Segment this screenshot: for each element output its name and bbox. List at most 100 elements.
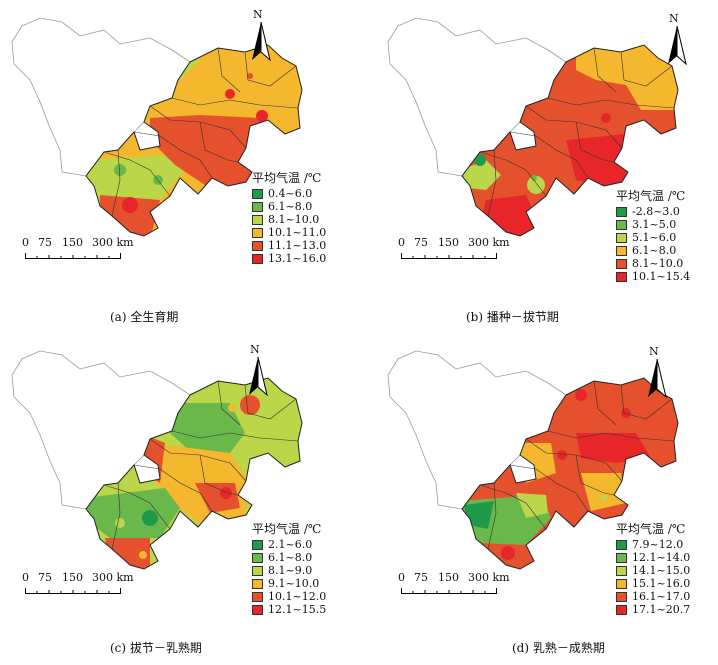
legend-label: 6.1~8.0 [632,243,677,257]
temperature-map-c [11,350,303,570]
legend-label: 11.1~13.0 [268,238,327,252]
legend-item: 11.1~13.0 [252,239,326,252]
legend-label: 9.1~10.0 [268,576,320,590]
panel-c: N 0 75 150 300 km 平均气温 /℃ 2.1~6.0 6.1~8.… [0,333,359,665]
legend-item: 14.1~15.0 [616,564,690,577]
scale-label-0: 0 [398,236,405,249]
legend-item: 6.1~8.0 [616,244,690,257]
legend-label: 16.1~17.0 [632,589,691,603]
legend-item: 17.1~20.7 [616,603,690,616]
temperature-map-d [387,350,679,570]
legend-item: -2.8~3.0 [616,205,690,218]
legend-label: 12.1~15.5 [268,602,327,616]
north-arrow-icon [668,25,687,66]
legend-item: 16.1~17.0 [616,590,690,603]
legend-item: 8.1~9.0 [252,564,326,577]
legend-item: 6.1~8.0 [252,551,326,564]
legend-swatch [616,552,627,563]
scale-label-150: 150 [438,236,459,249]
scale-label-0: 0 [22,571,29,584]
scale-label-150: 150 [62,571,83,584]
legend-swatch [616,258,627,269]
legend-swatch [616,206,627,217]
scale-label-150: 150 [438,571,459,584]
legend-label: 5.1~6.0 [632,230,677,244]
legend-swatch [616,271,627,282]
legend-title: 平均气温 /℃ [252,171,322,185]
legend-label: 12.1~14.0 [632,550,691,564]
legend-item: 8.1~10.0 [252,213,326,226]
legend-swatch [252,214,263,225]
legend-label: 10.1~15.4 [632,269,691,283]
panel-b: N 0 75 150 300 km 平均气温 /℃ -2.8~3.0 3.1~5… [376,0,718,332]
legend-swatch [616,578,627,589]
north-arrow-icon [648,358,667,399]
legend-swatch [616,604,627,615]
legend-label: 13.1~16.0 [268,251,327,265]
legend-d: 平均气温 /℃ 7.9~12.0 12.1~14.0 14.1~15.0 15.… [616,523,690,616]
scale-bar: 0 75 150 300 km [22,236,152,262]
caption-a: (a) 全生育期 [110,310,179,324]
legend-swatch [252,227,263,238]
county-boundaries [103,47,299,217]
legend-swatch [252,578,263,589]
legend-label: 15.1~16.0 [632,576,691,590]
study-area-outline [85,377,303,570]
legend-item: 12.1~14.0 [616,551,690,564]
caption-c: (c) 拔节－乳熟期 [110,641,202,655]
scale-ticks [401,253,497,259]
legend-label: 8.1~10.0 [632,256,684,270]
legend-swatch [616,245,627,256]
scale-label-300: 300 km [92,571,134,584]
legend-label: 2.1~6.0 [268,537,313,551]
legend-label: 7.9~12.0 [632,537,684,551]
north-label: N [253,8,263,21]
caption-b: (b) 播种－拔节期 [466,310,559,324]
scale-label-150: 150 [62,236,83,249]
north-label: N [250,343,260,356]
legend-item: 7.9~12.0 [616,538,690,551]
legend-item: 13.1~16.0 [252,252,326,265]
legend-label: 6.1~8.0 [268,550,313,564]
scale-bar: 0 75 150 300 km [398,236,528,262]
legend-swatch [616,232,627,243]
legend-label: 10.1~11.0 [268,225,327,239]
legend-item: 9.1~10.0 [252,577,326,590]
legend-swatch [252,552,263,563]
study-area-outline [85,44,303,237]
legend-label: -2.8~3.0 [632,204,680,218]
legend-item: 15.1~16.0 [616,577,690,590]
scale-ticks [401,588,497,594]
legend-item: 10.1~15.4 [616,270,690,283]
temperature-map-a [11,17,303,237]
county-boundaries [479,47,675,217]
legend-c: 平均气温 /℃ 2.1~6.0 6.1~8.0 8.1~9.0 9.1~10.0… [252,523,326,616]
legend-swatch [252,591,263,602]
legend-label: 10.1~12.0 [268,589,327,603]
legend-label: 6.1~8.0 [268,199,313,213]
legend-a: 平均气温 /℃ 0.4~6.0 6.1~8.0 8.1~10.0 10.1~11… [252,172,326,265]
legend-swatch [616,591,627,602]
scale-label-75: 75 [414,571,428,584]
county-boundaries [479,380,675,550]
legend-item: 5.1~6.0 [616,231,690,244]
study-area-outline [461,44,679,237]
legend-swatch [252,565,263,576]
scale-label-75: 75 [414,236,428,249]
scale-label-0: 0 [22,236,29,249]
legend-label: 8.1~9.0 [268,563,313,577]
legend-swatch [252,539,263,550]
legend-item: 10.1~11.0 [252,226,326,239]
legend-label: 0.4~6.0 [268,186,313,200]
scale-label-75: 75 [38,571,52,584]
scale-bar: 0 75 150 300 km [398,571,528,597]
north-arrow-icon [249,356,268,397]
scale-ticks [25,253,121,259]
legend-item: 10.1~12.0 [252,590,326,603]
legend-item: 12.1~15.5 [252,603,326,616]
north-arrow-icon [252,21,271,62]
scale-label-300: 300 km [468,571,510,584]
legend-title: 平均气温 /℃ [616,189,686,203]
scale-label-300: 300 km [92,236,134,249]
scale-label-300: 300 km [468,236,510,249]
